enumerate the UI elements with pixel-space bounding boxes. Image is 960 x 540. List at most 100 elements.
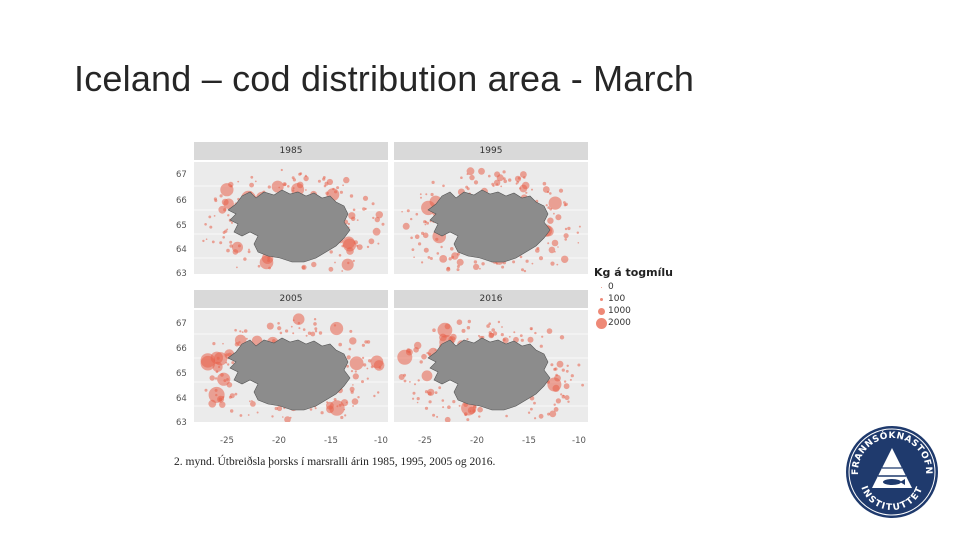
legend-label: 0 [608,282,614,292]
survey-dot [539,344,543,348]
survey-dot [217,395,225,403]
survey-dot [427,388,435,396]
x-tick-label: -25 [418,436,432,446]
survey-dot [287,185,290,188]
survey-dot [527,411,531,414]
map-panel-1 [194,162,388,274]
survey-dot [256,411,259,414]
survey-dot [581,383,584,387]
survey-dot [348,347,352,351]
survey-dot [491,328,495,332]
survey-dot [534,331,537,335]
panel-strip-2: 1995 [394,142,588,160]
survey-dot [219,194,223,198]
survey-dot [432,413,436,417]
survey-dot [420,196,422,199]
survey-dot [339,190,343,194]
survey-dot [521,268,524,272]
survey-dot [346,247,354,255]
survey-dot [227,214,230,217]
survey-dot [494,171,501,178]
survey-dot [274,406,278,411]
survey-dot [292,313,305,325]
survey-dot [554,367,558,371]
survey-dot [515,182,518,185]
x-tick-label: -25 [220,436,234,446]
survey-dot [466,326,471,330]
legend-dot-icon [595,317,607,329]
survey-dot [299,172,303,175]
survey-dot [417,379,420,382]
survey-dot [329,250,333,254]
survey-dot [301,264,307,270]
survey-dot [211,240,215,244]
y-tick-label: 63 [176,418,187,428]
survey-dot [217,372,231,386]
survey-dot [564,202,568,206]
survey-dot [491,182,495,186]
survey-dot [243,257,247,261]
cod-distribution-figure: 1985 1995 2005 2016 67 66 65 64 63 67 66… [170,138,690,468]
map-panel-2 [394,162,588,274]
iceland-land-shape [227,337,351,411]
survey-dot [305,334,308,337]
survey-dot [530,407,533,411]
survey-dot [438,386,442,390]
survey-dot [413,256,415,258]
survey-dot [560,393,563,396]
survey-dot [234,342,240,347]
survey-dot [226,382,233,388]
survey-dot [362,207,366,211]
survey-dot [466,338,469,341]
survey-dot [374,216,380,223]
survey-dot [523,269,527,273]
survey-dot [245,337,248,340]
survey-dot [556,263,559,266]
legend: Kg á togmílu 0 100 1000 2000 [594,266,673,329]
survey-dot [567,400,570,403]
survey-dot [546,328,553,334]
survey-dot [352,373,359,380]
iceland-land-shape [427,189,551,263]
survey-dot [469,174,475,181]
survey-dot [232,241,243,253]
survey-dot [444,323,451,330]
survey-dot [421,370,433,382]
slide-title: Iceland – cod distribution area - March [74,58,695,99]
survey-dot [569,378,572,381]
legend-item: 1000 [594,305,673,317]
survey-dot [349,329,353,333]
x-tick-label: -10 [572,436,586,446]
x-tick-label: -15 [522,436,536,446]
survey-dot [565,369,569,373]
survey-dot [373,360,385,371]
survey-dot [566,364,569,367]
survey-dot [212,342,216,346]
survey-dot [307,331,312,335]
survey-dot [314,407,317,410]
survey-dot [209,225,213,229]
survey-dot [215,393,218,397]
survey-dot [525,191,528,194]
survey-dot [341,270,344,272]
survey-dot [421,353,427,360]
survey-dot [347,222,350,226]
legend-label: 1000 [608,306,631,316]
survey-dot [424,390,429,394]
survey-dot [292,178,296,182]
survey-dot [411,248,415,251]
survey-dot [349,386,355,392]
survey-dot [229,393,235,399]
map-svg-3 [194,313,388,422]
survey-dot [230,409,234,413]
survey-dot [259,255,274,270]
legend-label: 100 [608,294,626,304]
survey-dot [493,179,501,186]
survey-dot [496,183,499,186]
survey-dot [502,170,506,174]
survey-dot [481,262,485,266]
survey-dot [345,401,348,404]
survey-dot [266,322,274,330]
survey-dot [556,360,564,368]
survey-dot [247,414,250,416]
